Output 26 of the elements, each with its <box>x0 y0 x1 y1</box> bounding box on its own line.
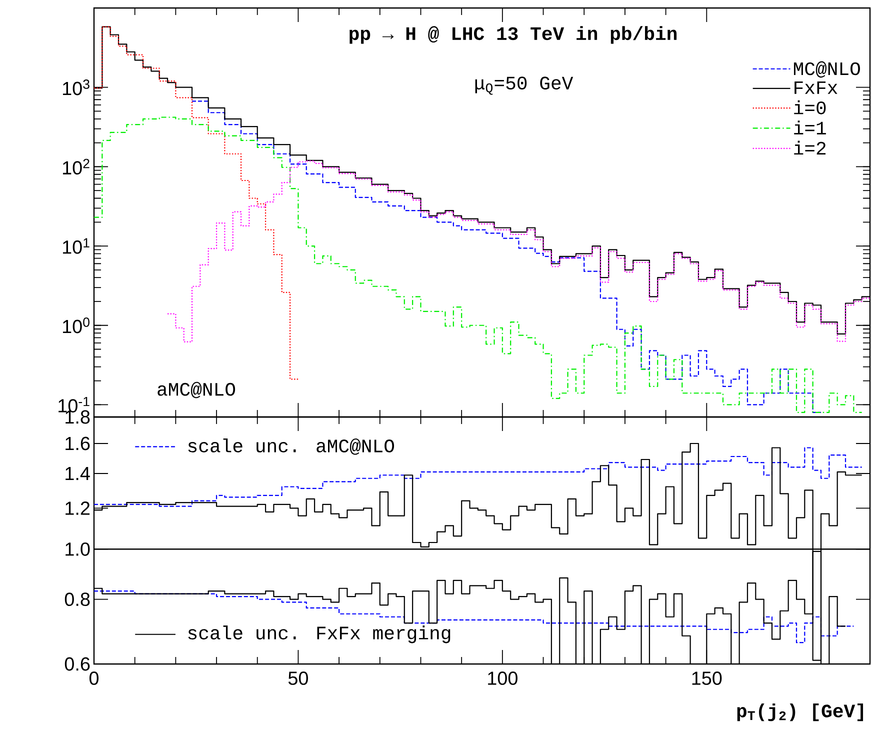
legend-label: scale unc. FxFx merging <box>188 626 450 644</box>
y-tick-label: 1.0 <box>66 542 90 556</box>
y-tick-label: 0.6 <box>64 657 90 671</box>
text: pp → H @ LHC 13 TeV in pb/bin <box>350 26 677 44</box>
legend-label: scale unc. aMC@NLO <box>188 438 394 455</box>
y-tick-label: 10$^{1}$ <box>62 238 90 254</box>
annotation: μ$_{Q}$=50 GeV <box>475 76 574 95</box>
y-tick-label: 1.8 <box>66 410 90 424</box>
legend-label: i=1 <box>794 120 826 134</box>
y-tick-label: 0.8 <box>64 592 90 606</box>
annotation: aMC@NLO <box>158 382 236 398</box>
x-tick-label: 150 <box>692 672 722 685</box>
legend-label: MC@NLO <box>794 61 860 78</box>
y-tick-label: 10$^{2}$ <box>62 158 90 175</box>
y-tick-label: 10$^{3}$ <box>62 80 90 96</box>
y-tick-label: 1.4 <box>66 467 90 480</box>
y-tick-label: 10$^{0}$ <box>62 318 90 334</box>
y-tick-label: 1.2 <box>66 502 90 515</box>
legend-label: i=2 <box>794 140 826 155</box>
legend-label: FxFx <box>794 81 838 94</box>
x-tick-label: 0 <box>89 672 99 685</box>
x-tick-label: 100 <box>488 672 518 685</box>
legend-label: i=0 <box>794 100 826 114</box>
x-tick-label: 50 <box>288 672 308 685</box>
x-axis-title: p$_{T}$(j$_{2}$) [GeV] <box>737 704 864 722</box>
y-tick-label: 1.6 <box>66 436 90 450</box>
